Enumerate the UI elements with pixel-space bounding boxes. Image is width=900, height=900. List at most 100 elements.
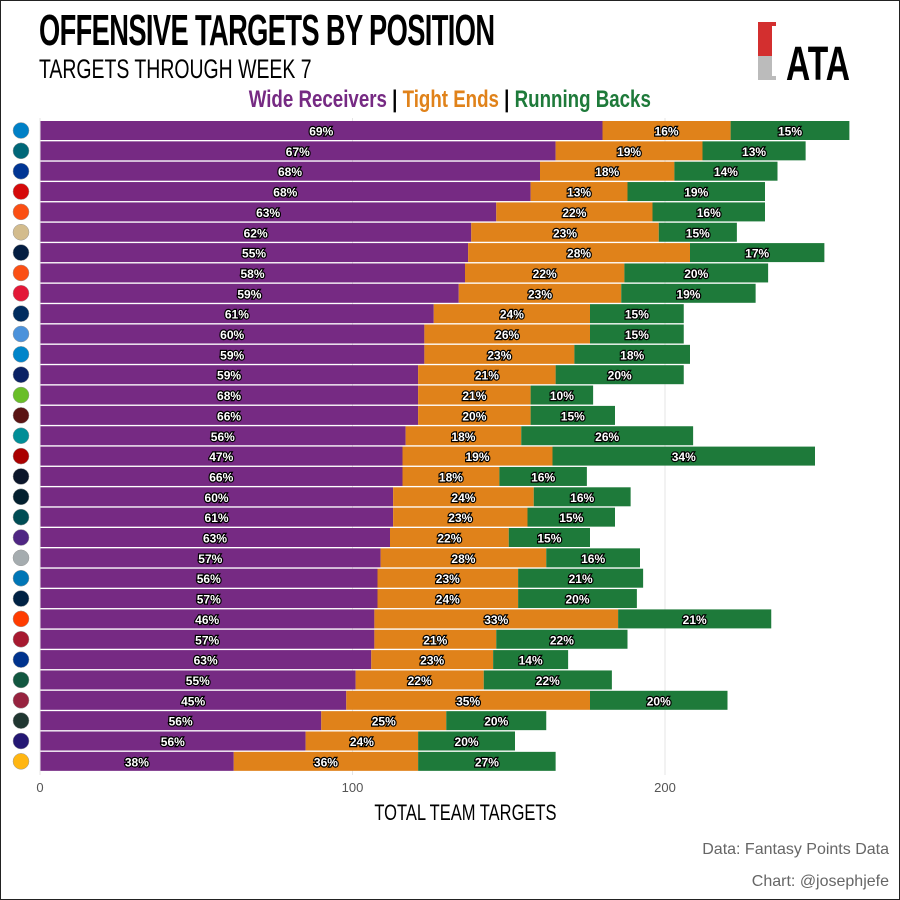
bar-label-te-mia: 18% (451, 430, 475, 444)
bar-segment-wr-kc (40, 283, 459, 303)
bar-segment-rb-nyg (555, 365, 684, 385)
bar-segment-rb-no (658, 222, 737, 242)
bar-label-wr-pit: 38% (125, 755, 149, 769)
x-tick-label: 0 (36, 780, 43, 795)
bar-segment-wr-cle (40, 609, 375, 629)
bar-segment-te-nyj (355, 670, 484, 690)
bar-segment-te-ten (424, 324, 590, 344)
bar-label-wr-den: 58% (240, 267, 264, 281)
team-logo-bal-icon (12, 732, 30, 750)
source-caption: Data: Fantasy Points Data (702, 841, 889, 858)
bar-label-te-atl: 21% (423, 633, 447, 647)
bar-label-rb-jax: 13% (742, 145, 766, 159)
logo-d-hole (772, 26, 780, 76)
bar-label-te-ne: 24% (436, 593, 460, 607)
bar-segment-wr-min (40, 528, 390, 547)
bar-segment-te-nyg (418, 365, 556, 385)
bar-label-wr-phi: 61% (205, 511, 229, 525)
bar-segment-rb-phi (527, 507, 615, 527)
team-logo-ten-icon (12, 325, 30, 343)
bar-segment-te-pit (233, 751, 419, 771)
bar-label-wr-ten: 60% (220, 328, 244, 342)
bar-segment-te-ari (346, 690, 590, 710)
team-logo-mia-icon (12, 427, 30, 444)
bar-label-te-min: 22% (437, 532, 461, 546)
bar-label-wr-buf: 63% (194, 654, 218, 668)
bar-label-wr-gb: 56% (169, 715, 193, 729)
bar-segment-te-gb (321, 711, 447, 731)
bar-segment-rb-lv (546, 548, 640, 568)
bar-label-rb-phi: 15% (559, 511, 583, 525)
team-logo-lv-icon (12, 549, 30, 567)
bar-segment-wr-no (40, 222, 472, 242)
bar-segment-wr-mia (40, 426, 406, 446)
bar-label-wr-mia: 56% (211, 430, 235, 444)
bar-label-te-no: 23% (553, 226, 577, 240)
bar-segment-rb-pit (418, 751, 556, 771)
bar-label-te-was: 20% (462, 409, 486, 423)
bar-label-rb-hou: 16% (570, 491, 594, 505)
bar-label-rb-ari: 20% (647, 694, 671, 708)
team-logo-pit-icon (12, 753, 30, 770)
bar-label-te-cin: 22% (562, 206, 586, 220)
team-logo-no-icon (12, 224, 30, 241)
bar-label-wr-lar: 68% (278, 165, 302, 179)
bar-label-rb-sea: 10% (550, 389, 574, 403)
bar-label-te-kc: 23% (528, 287, 552, 301)
bar-segment-wr-lv (40, 548, 381, 568)
x-axis-label: TOTAL TEAM TARGETS (373, 800, 557, 825)
bar-segment-te-cle (374, 609, 619, 629)
team-logo-car-icon (12, 346, 30, 363)
bar-segment-wr-chi (40, 466, 403, 486)
team-logo-ind-icon (12, 305, 30, 322)
bar-segment-rb-dal (690, 243, 825, 263)
bar-segment-rb-gb (446, 711, 547, 731)
bar-label-wr-kc: 59% (237, 287, 261, 301)
legend-tight-ends: Tight Ends (402, 86, 500, 113)
credit-caption: Chart: @josephjefe (751, 873, 889, 890)
bar-segment-wr-sf (40, 446, 403, 466)
bar-label-rb-ne: 20% (565, 593, 589, 607)
legend-separator: | (392, 86, 398, 113)
bar-segment-rb-cle (618, 609, 772, 629)
bar-label-rb-lar: 14% (714, 165, 738, 179)
bar-label-rb-gb: 20% (484, 715, 508, 729)
bar-segment-wr-nyj (40, 670, 356, 690)
bar-segment-rb-cin (652, 202, 765, 222)
bar-label-rb-car: 18% (620, 348, 644, 362)
bar-label-wr-jax: 67% (286, 145, 310, 159)
bar-label-wr-cle: 46% (195, 613, 219, 627)
bar-segment-wr-jax (40, 141, 556, 161)
bar-label-rb-cle: 21% (683, 613, 707, 627)
bar-label-wr-nyg: 59% (217, 369, 241, 383)
bar-segment-te-lac (602, 121, 731, 140)
bar-segment-te-cin (496, 202, 653, 222)
bar-label-te-sea: 21% (462, 389, 486, 403)
bar-segment-rb-lar (674, 161, 778, 181)
bar-label-te-ind: 24% (500, 308, 524, 322)
bar-label-te-ari: 35% (456, 694, 480, 708)
bar-label-rb-nyg: 20% (608, 369, 632, 383)
bar-label-te-pit: 36% (314, 755, 338, 769)
team-logo-lar-icon (12, 162, 30, 180)
bar-segment-rb-sf (552, 446, 815, 466)
bar-segment-te-min (390, 528, 509, 547)
team-logo-sea-icon (12, 386, 30, 404)
bar-segment-rb-tb (627, 182, 765, 202)
bar-segment-te-was (418, 405, 531, 425)
bar-label-te-lac: 16% (655, 125, 679, 139)
bar-label-te-bal: 24% (350, 735, 374, 749)
bar-label-te-det: 23% (436, 572, 460, 586)
bar-segment-wr-den (40, 263, 465, 283)
bar-label-wr-atl: 57% (195, 633, 219, 647)
bar-segment-wr-pit (40, 751, 234, 771)
bar-segment-te-buf (371, 650, 494, 670)
bar-segment-te-det (377, 568, 519, 588)
team-logo-cin-icon (12, 203, 30, 221)
bar-segment-te-bal (305, 731, 419, 751)
team-logo-sf-icon (12, 447, 30, 465)
team-logo-min-icon (12, 529, 30, 546)
bar-label-te-lv: 28% (451, 552, 475, 566)
legend-separator: | (504, 86, 510, 113)
bar-label-wr-tb: 68% (273, 186, 297, 200)
